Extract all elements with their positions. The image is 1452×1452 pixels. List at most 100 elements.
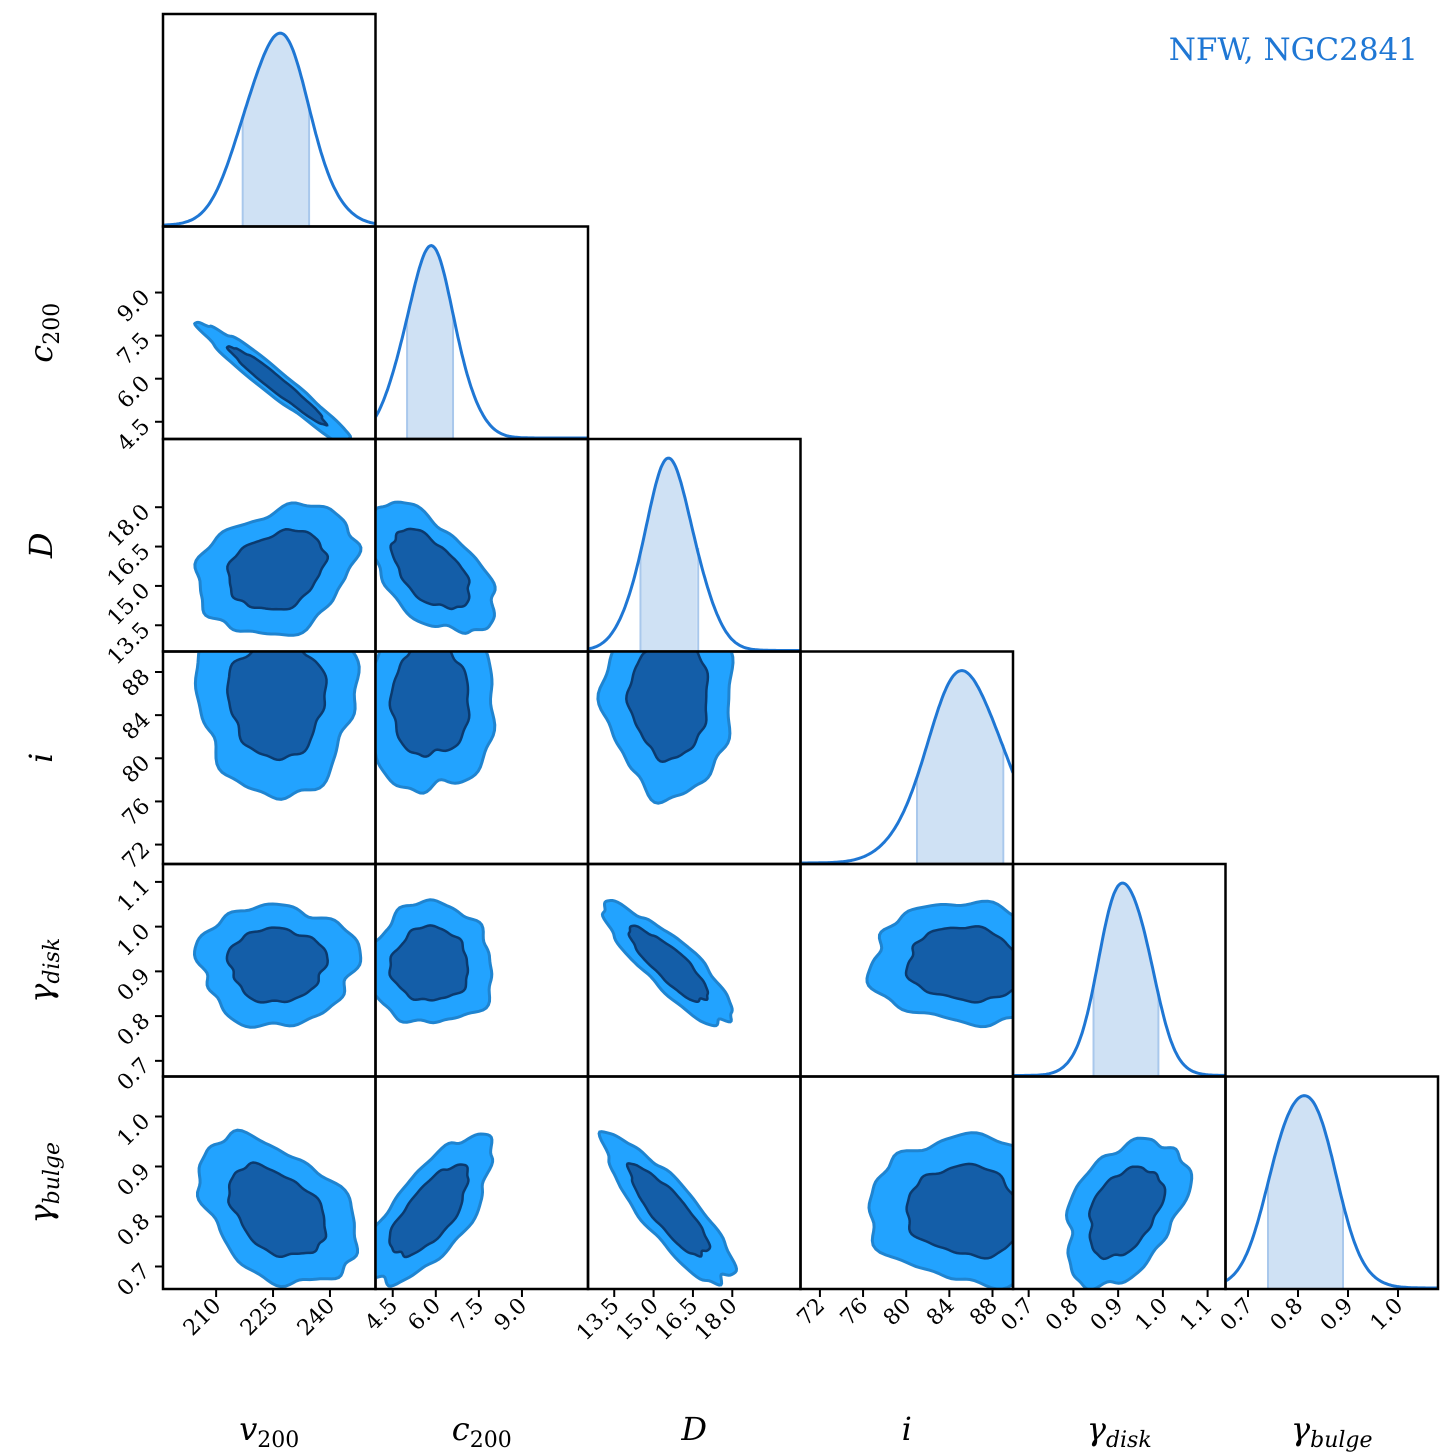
marginal-curve-gdisk (1013, 881, 1226, 1077)
chart-title: NFW, NGC2841 (1169, 32, 1418, 68)
x-axis-title-v200: v200 (239, 1410, 299, 1452)
x-axis-title-D: D (680, 1410, 707, 1448)
x-tick-label-D: 18.0 (690, 1294, 742, 1346)
y-axis-title-gdisk: γdisk (22, 938, 65, 1003)
x-tick-label-v200: 240 (293, 1294, 340, 1341)
x-tick-label-i: 84 (922, 1294, 959, 1331)
x-tick-label-c200: 7.5 (447, 1294, 489, 1336)
y-tick-label-gdisk: 0.7 (113, 1053, 155, 1095)
y-tick-label-i: 88 (118, 665, 155, 702)
panel-c200-v200 (161, 225, 377, 441)
panel-c200-c200 (374, 225, 590, 441)
inner-contour-gdisk-v200 (225, 926, 329, 1004)
y-tick-label-gdisk: 0.8 (113, 1009, 155, 1051)
x-tick-label-gbulge: 0.7 (1216, 1294, 1258, 1336)
y-axis-title-gbulge: γbulge (22, 1142, 65, 1224)
credible-band-i (917, 670, 1003, 863)
y-tick-label-c200: 6.0 (113, 371, 155, 413)
y-tick-label-D: 13.5 (103, 618, 155, 670)
inner-contour-i-c200 (388, 651, 471, 758)
panel-gdisk-c200 (374, 862, 590, 1078)
inner-contour-gdisk-c200 (388, 924, 470, 1002)
marginal-curve-v200 (163, 31, 376, 227)
y-tick-label-gbulge: 0.7 (113, 1259, 155, 1301)
y-tick-label-gdisk: 1.0 (113, 919, 155, 961)
x-tick-label-gdisk: 0.8 (1041, 1294, 1083, 1336)
y-tick-label-gbulge: 1.0 (113, 1109, 155, 1151)
y-tick-label-i: 84 (118, 708, 155, 745)
y-tick-label-gbulge: 0.9 (113, 1159, 155, 1201)
y-tick-label-i: 80 (118, 751, 155, 788)
x-tick-label-c200: 9.0 (490, 1294, 532, 1336)
x-tick-label-i: 80 (879, 1294, 916, 1331)
x-tick-label-c200: 6.0 (404, 1294, 446, 1336)
credible-band-D (641, 458, 697, 651)
inner-contour-gbulge-i (905, 1162, 1013, 1260)
panel-gbulge-gbulge (1224, 1075, 1440, 1291)
panel-gdisk-D (586, 862, 802, 1078)
y-tick-label-D: 18.0 (103, 500, 155, 552)
x-axis-title-i: i (902, 1410, 912, 1448)
x-tick-label-gdisk: 1.1 (1175, 1294, 1217, 1336)
x-tick-label-v200: 210 (179, 1294, 226, 1341)
panel-D-c200 (374, 437, 590, 653)
x-tick-label-gbulge: 1.0 (1366, 1294, 1408, 1336)
x-tick-label-D: 16.5 (651, 1294, 703, 1346)
panel-i-i (799, 650, 1015, 866)
x-axis-title-c200: c200 (452, 1410, 512, 1452)
marginal-curve-gbulge (1225, 1094, 1438, 1289)
x-tick-label-i: 72 (793, 1294, 830, 1331)
credible-band-gbulge (1268, 1095, 1343, 1288)
x-tick-label-D: 15.0 (612, 1294, 664, 1346)
y-tick-label-gdisk: 1.1 (113, 874, 155, 916)
y-tick-label-D: 16.5 (103, 539, 155, 591)
y-tick-label-i: 72 (118, 837, 155, 874)
inner-contour-gbulge-v200 (227, 1161, 328, 1259)
panel-gdisk-v200 (161, 862, 377, 1078)
y-axis-title-D: D (22, 532, 60, 559)
credible-band-gdisk (1094, 883, 1158, 1076)
x-tick-label-c200: 4.5 (361, 1294, 403, 1336)
panel-i-c200 (374, 650, 590, 866)
inner-contour-D-v200 (226, 528, 330, 611)
panel-gbulge-D (586, 1075, 802, 1291)
y-tick-label-gdisk: 0.9 (113, 964, 155, 1006)
inner-contour-gdisk-i (904, 925, 1013, 1004)
x-axis-title-gbulge: γbulge (1291, 1410, 1373, 1452)
y-axis-title-i: i (22, 753, 60, 763)
y-tick-label-c200: 7.5 (113, 328, 155, 370)
x-tick-label-v200: 225 (236, 1294, 283, 1341)
y-tick-label-c200: 9.0 (113, 285, 155, 327)
panel-gbulge-i (799, 1075, 1015, 1291)
x-tick-label-gdisk: 0.7 (996, 1294, 1038, 1336)
inner-contour-i-D (625, 651, 710, 763)
inner-contour-i-v200 (226, 651, 328, 762)
panel-v200-v200 (161, 12, 377, 228)
y-axis-title-c200: c200 (22, 303, 65, 363)
x-tick-label-gdisk: 0.9 (1086, 1294, 1128, 1336)
inner-contour-D-c200 (389, 527, 471, 611)
credible-band-v200 (242, 33, 310, 226)
inner-contour-gbulge-c200 (388, 1163, 470, 1259)
inner-contour-gbulge-D (625, 1162, 712, 1258)
panel-i-v200 (161, 650, 377, 866)
y-tick-label-D: 15.0 (103, 578, 155, 630)
x-tick-label-gdisk: 1.0 (1131, 1294, 1173, 1336)
x-tick-label-gbulge: 0.8 (1266, 1294, 1308, 1336)
y-tick-label-i: 76 (118, 794, 155, 831)
inner-contour-c200-v200 (225, 345, 329, 427)
panel-gbulge-v200 (161, 1075, 377, 1291)
y-tick-label-gbulge: 0.8 (113, 1209, 155, 1251)
panel-gbulge-gdisk (1011, 1075, 1227, 1291)
x-tick-label-i: 76 (836, 1294, 873, 1331)
panel-gbulge-c200 (374, 1075, 590, 1291)
panel-gdisk-i (799, 862, 1015, 1078)
panel-frame (1224, 1075, 1440, 1291)
x-tick-label-gbulge: 0.9 (1316, 1294, 1358, 1336)
panel-D-D (586, 437, 802, 653)
inner-contour-gdisk-D (627, 924, 710, 1003)
panel-frame (161, 225, 377, 441)
inner-contour-gbulge-gdisk (1088, 1165, 1167, 1261)
x-tick-label-i: 88 (965, 1294, 1002, 1331)
